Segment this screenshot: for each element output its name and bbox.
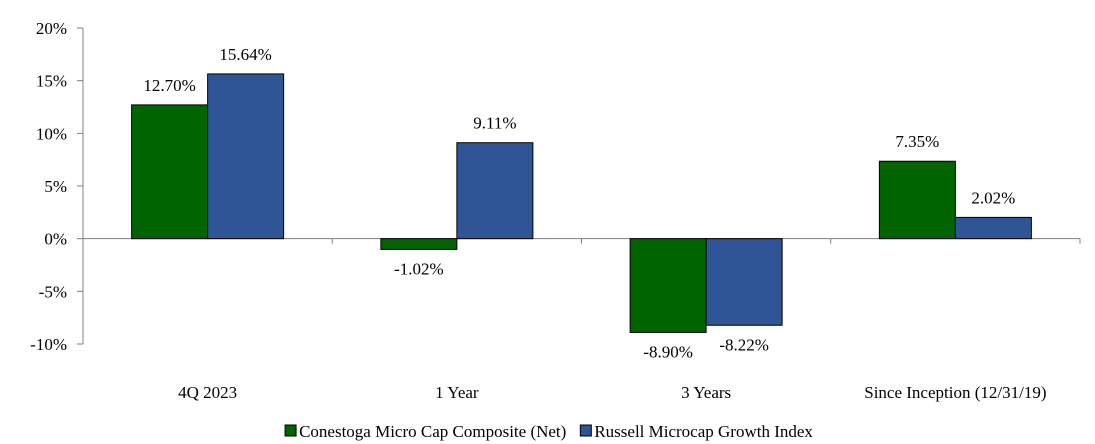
y-tick-label: -5% xyxy=(39,282,67,301)
y-tick-label: 0% xyxy=(44,230,67,249)
data-label: 2.02% xyxy=(971,188,1015,207)
legend-swatch xyxy=(284,424,297,437)
data-label: 9.11% xyxy=(473,114,516,133)
bar-composite xyxy=(380,238,458,250)
bar-index xyxy=(207,73,285,240)
category-label: 4Q 2023 xyxy=(178,383,237,402)
bar-composite xyxy=(878,160,956,240)
data-label: 12.70% xyxy=(143,76,195,95)
axes: 20% 15% 10% 5% 0% -5% -10% xyxy=(30,19,1081,354)
bar-composite xyxy=(629,238,707,333)
data-label: -8.90% xyxy=(643,342,693,361)
y-tick-label: 10% xyxy=(36,124,67,143)
bar-composite xyxy=(131,104,209,240)
y-tick-label: 15% xyxy=(36,72,67,91)
category-label: Since Inception (12/31/19) xyxy=(864,383,1046,402)
data-label: -1.02% xyxy=(394,259,444,278)
bars xyxy=(131,73,1032,333)
y-tick-label: -10% xyxy=(30,335,67,354)
y-tick-label: 5% xyxy=(44,177,67,196)
data-label: 7.35% xyxy=(895,132,939,151)
bar-index xyxy=(456,142,534,240)
bar-index xyxy=(954,216,1032,240)
category-labels: 4Q 2023 1 Year 3 Years Since Inception (12/… xyxy=(178,383,1046,402)
legend: Conestoga Micro Cap Composite (Net) Russe… xyxy=(284,422,813,441)
data-label: -8.22% xyxy=(719,335,769,354)
data-label: 15.64% xyxy=(219,45,271,64)
y-tick-label: 20% xyxy=(36,19,67,38)
legend-swatch xyxy=(579,424,592,437)
data-labels: 12.70% 15.64% -1.02% 9.11% -8.90% -8.22% 7.35%… xyxy=(143,45,1015,361)
bar-index xyxy=(705,238,783,326)
category-label: 3 Years xyxy=(681,383,731,402)
legend-label: Russell Microcap Growth Index xyxy=(594,422,813,441)
legend-label: Conestoga Micro Cap Composite (Net) xyxy=(299,422,566,441)
category-label: 1 Year xyxy=(435,383,479,402)
